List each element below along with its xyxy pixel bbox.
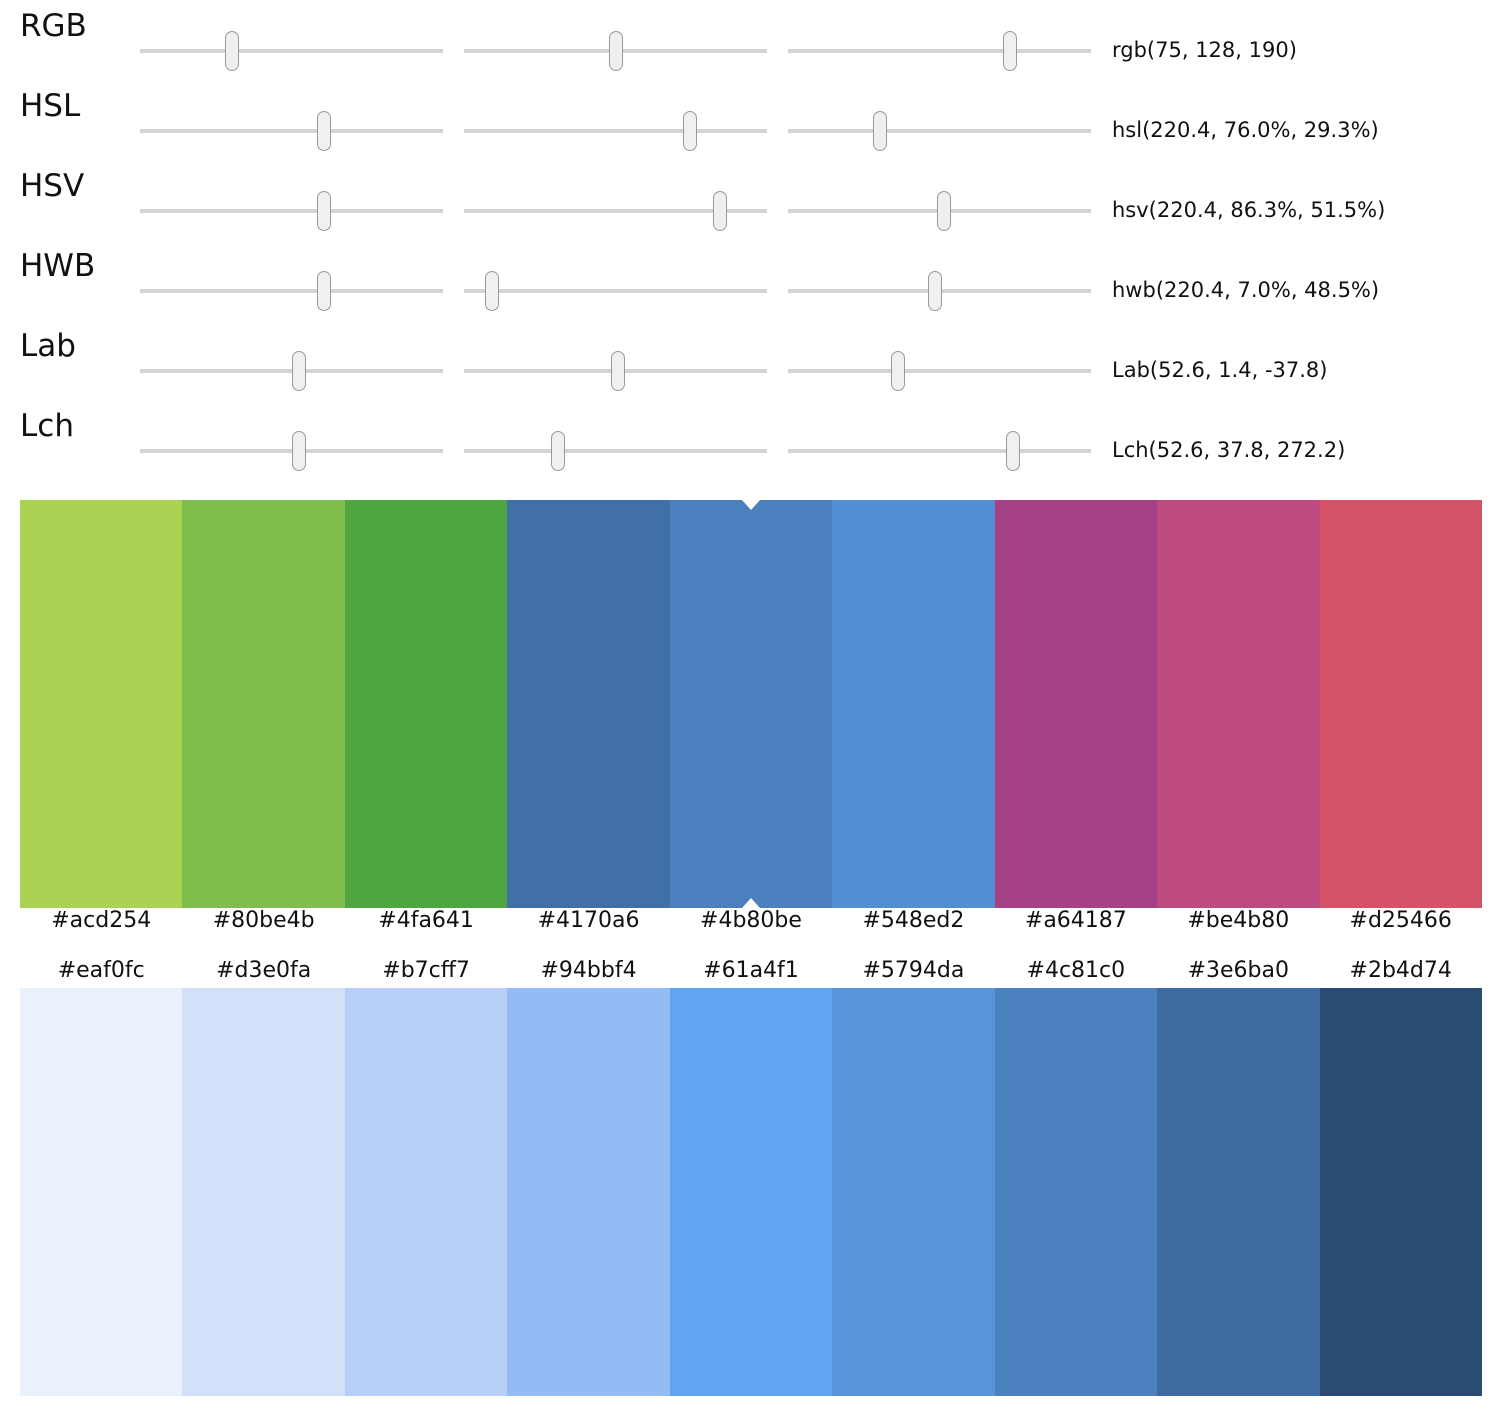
shade-swatches [20, 988, 1482, 1396]
slider-track[interactable] [464, 129, 767, 133]
slider-track[interactable] [788, 49, 1091, 53]
color-swatch[interactable] [20, 988, 183, 1396]
hex-label: #80be4b [212, 908, 315, 933]
slider-handle[interactable] [610, 351, 625, 391]
slider-track[interactable] [788, 129, 1091, 133]
hex-label: #be4b80 [1187, 908, 1290, 933]
slider-track[interactable] [464, 209, 767, 213]
hex-label: #eaf0fc [57, 958, 145, 983]
slider-track[interactable] [140, 129, 443, 133]
model-value-text: Lch(52.6, 37.8, 272.2) [1112, 438, 1346, 462]
hex-label: #d3e0fa [216, 958, 312, 983]
slider-handle[interactable] [609, 31, 624, 71]
color-swatch[interactable] [832, 988, 995, 1396]
hex-label: #94bbf4 [540, 958, 637, 983]
model-label: Lab [20, 328, 76, 364]
slider-handle[interactable] [316, 271, 331, 311]
color-swatch[interactable] [832, 500, 995, 908]
model-label: HSV [20, 168, 85, 204]
hex-label: #d25466 [1349, 908, 1452, 933]
model-value-text: hwb(220.4, 7.0%, 48.5%) [1112, 278, 1380, 302]
model-value-text: Lab(52.6, 1.4, -37.8) [1112, 358, 1328, 382]
slider-handle[interactable] [225, 31, 240, 71]
slider-handle[interactable] [485, 271, 500, 311]
model-label: Lch [20, 408, 74, 444]
slider-row-hsl: HSL hsl(220.4, 76.0%, 29.3%) [0, 80, 1501, 160]
slider-handle[interactable] [316, 111, 331, 151]
slider-track[interactable] [788, 449, 1091, 453]
model-label: HWB [20, 248, 96, 284]
color-swatch[interactable] [1157, 500, 1320, 908]
slider-row-hsv: HSV hsv(220.4, 86.3%, 51.5%) [0, 160, 1501, 240]
color-swatch[interactable] [20, 500, 183, 908]
slider-track[interactable] [788, 369, 1091, 373]
hex-label: #61a4f1 [703, 958, 799, 983]
model-value-text: rgb(75, 128, 190) [1112, 38, 1297, 62]
color-swatch[interactable] [669, 988, 833, 1396]
slider-track[interactable] [140, 369, 443, 373]
color-swatch[interactable] [507, 500, 670, 908]
slider-track[interactable] [464, 449, 767, 453]
model-value-text: hsl(220.4, 76.0%, 29.3%) [1112, 118, 1379, 142]
color-swatch[interactable] [182, 988, 345, 1396]
slider-track[interactable] [140, 289, 443, 293]
color-swatch[interactable] [1319, 500, 1482, 908]
slider-track[interactable] [140, 209, 443, 213]
hex-label: #a64187 [1024, 908, 1127, 933]
color-swatch[interactable] [507, 988, 670, 1396]
slider-handle[interactable] [928, 271, 943, 311]
color-swatch[interactable] [1157, 988, 1320, 1396]
model-value-text: hsv(220.4, 86.3%, 51.5%) [1112, 198, 1386, 222]
hex-label: #5794da [862, 958, 965, 983]
slider-row-lch: Lch Lch(52.6, 37.8, 272.2) [0, 400, 1501, 480]
model-label: RGB [20, 8, 87, 44]
color-swatch[interactable] [344, 988, 508, 1396]
color-swatch[interactable] [344, 500, 508, 908]
harmony-swatches [20, 500, 1482, 908]
slider-handle[interactable] [712, 191, 727, 231]
slider-track[interactable] [464, 289, 767, 293]
slider-handle[interactable] [873, 111, 888, 151]
hex-label: #b7cff7 [382, 958, 470, 983]
slider-row-rgb: RGB rgb(75, 128, 190) [0, 0, 1501, 80]
slider-handle[interactable] [1002, 31, 1017, 71]
hex-label: #acd254 [51, 908, 152, 933]
hex-label: #2b4d74 [1349, 958, 1452, 983]
shade-hex-labels: #eaf0fc #d3e0fa #b7cff7 #94bbf4 #61a4f1 #5794… [20, 958, 1482, 983]
color-swatch[interactable] [182, 500, 345, 908]
color-swatch[interactable] [994, 500, 1158, 908]
selected-marker-icon [741, 500, 760, 510]
slider-handle[interactable] [291, 431, 306, 471]
slider-track[interactable] [140, 49, 443, 53]
slider-handle[interactable] [890, 351, 905, 391]
color-swatch[interactable] [994, 988, 1158, 1396]
slider-handle[interactable] [291, 351, 306, 391]
color-swatch[interactable] [669, 500, 833, 908]
slider-handle[interactable] [1005, 431, 1020, 471]
slider-handle[interactable] [683, 111, 698, 151]
harmony-hex-labels: #acd254 #80be4b #4fa641 #4170a6 #4b80be #548e… [20, 908, 1482, 933]
hex-label: #4b80be [700, 908, 802, 933]
slider-handle[interactable] [316, 191, 331, 231]
slider-handle[interactable] [551, 431, 566, 471]
slider-row-lab: Lab Lab(52.6, 1.4, -37.8) [0, 320, 1501, 400]
color-swatch[interactable] [1319, 988, 1482, 1396]
slider-handle[interactable] [936, 191, 951, 231]
selected-marker-icon [741, 898, 760, 908]
hex-label: #4fa641 [378, 908, 474, 933]
hex-label: #4c81c0 [1026, 958, 1126, 983]
hex-label: #4170a6 [537, 908, 640, 933]
slider-track[interactable] [140, 449, 443, 453]
hex-label: #548ed2 [862, 908, 965, 933]
model-label: HSL [20, 88, 81, 124]
hex-label: #3e6ba0 [1187, 958, 1289, 983]
slider-row-hwb: HWB hwb(220.4, 7.0%, 48.5%) [0, 240, 1501, 320]
